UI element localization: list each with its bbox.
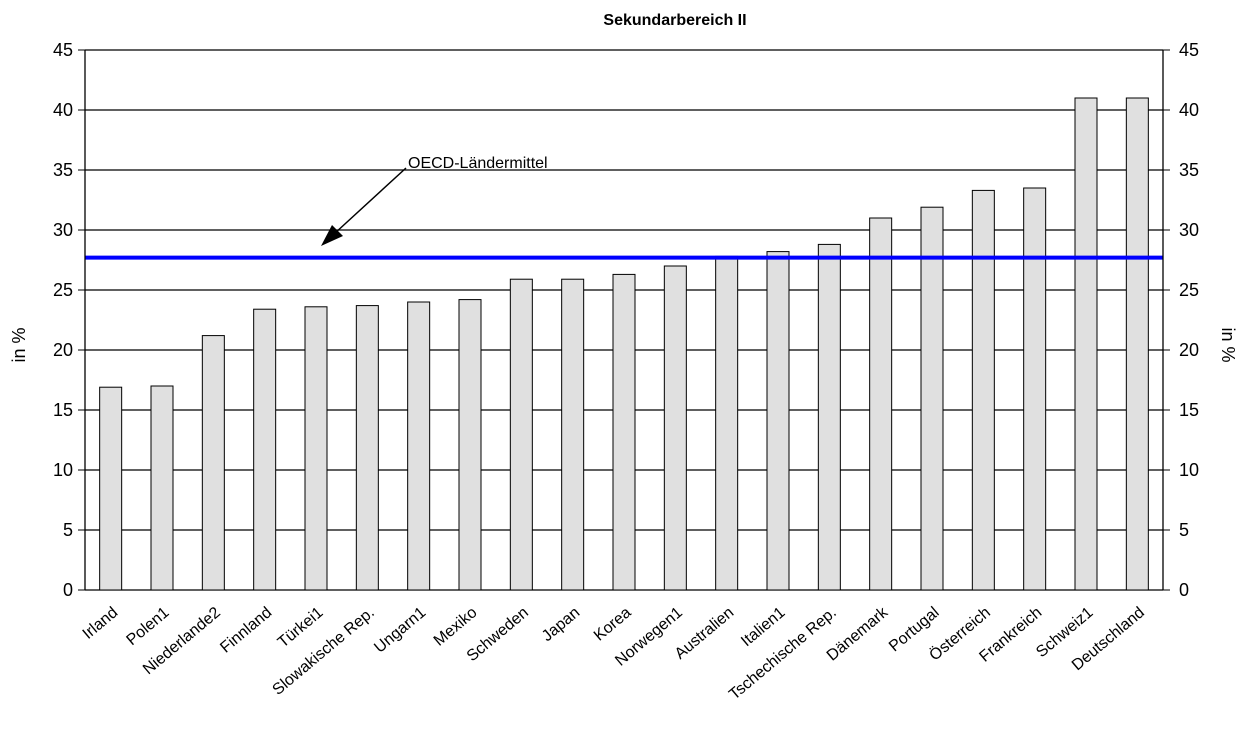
bar — [509, 278, 533, 591]
right-axis: 0 5 10 15 20 25 30 35 40 45 — [1162, 40, 1199, 600]
bar — [1125, 97, 1149, 591]
y-tick-label-right: 5 — [1179, 520, 1189, 540]
y-tick-label: 40 — [53, 100, 73, 120]
bar — [920, 206, 944, 591]
y-tick-label-right: 30 — [1179, 220, 1199, 240]
chart-title: Sekundarbereich II — [603, 12, 746, 29]
y-tick-label-right: 10 — [1179, 460, 1199, 480]
left-axis: 0 5 10 15 20 25 30 35 40 45 — [53, 40, 86, 600]
y-tick-label: 25 — [53, 280, 73, 300]
annotation-arrowhead — [321, 225, 343, 246]
bars — [99, 97, 1149, 591]
bar — [355, 305, 379, 591]
y-tick-label: 10 — [53, 460, 73, 480]
x-tick-label: Japan — [539, 604, 583, 645]
bar — [971, 189, 995, 591]
bar — [458, 299, 482, 591]
bar — [612, 273, 636, 591]
y-tick-label: 30 — [53, 220, 73, 240]
bar — [407, 301, 431, 591]
x-tick-label: Mexiko — [431, 604, 481, 650]
bar — [561, 278, 585, 591]
y-tick-label-right: 25 — [1179, 280, 1199, 300]
bar — [1023, 187, 1047, 591]
y-axis-label-right: in % — [1218, 327, 1238, 362]
bar — [201, 335, 225, 591]
x-tick-label: Ungarn1 — [371, 604, 429, 657]
y-tick-label: 15 — [53, 400, 73, 420]
y-axis-label-left: in % — [9, 327, 29, 362]
bar — [1074, 97, 1098, 591]
annotation-arrow-shaft — [333, 167, 407, 235]
x-tick-label: Polen1 — [123, 604, 172, 649]
y-tick-label: 35 — [53, 160, 73, 180]
bar — [99, 386, 123, 591]
y-tick-label: 0 — [63, 580, 73, 600]
bar — [150, 385, 174, 591]
y-tick-label-right: 45 — [1179, 40, 1199, 60]
x-tick-label: Finnland — [217, 604, 275, 656]
bar — [817, 243, 841, 591]
y-tick-label-right: 15 — [1179, 400, 1199, 420]
y-tick-label-right: 40 — [1179, 100, 1199, 120]
bar — [304, 306, 328, 591]
bar — [869, 217, 893, 591]
reference-annotation: OECD-Ländermittel — [321, 155, 548, 246]
x-tick-label: Korea — [591, 604, 635, 645]
y-tick-label: 45 — [53, 40, 73, 60]
reference-line-label: OECD-Ländermittel — [408, 155, 548, 172]
y-tick-label: 20 — [53, 340, 73, 360]
y-tick-label: 5 — [63, 520, 73, 540]
y-tick-label-right: 20 — [1179, 340, 1199, 360]
bar — [253, 308, 277, 591]
bar — [715, 255, 739, 591]
y-tick-label-right: 0 — [1179, 580, 1189, 600]
bar — [663, 265, 687, 591]
bar — [766, 251, 790, 591]
x-tick-label: Irland — [80, 604, 122, 643]
y-tick-label-right: 35 — [1179, 160, 1199, 180]
